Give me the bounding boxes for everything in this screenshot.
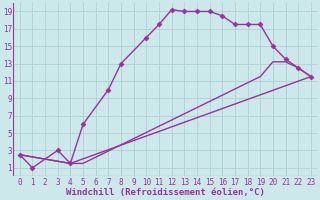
X-axis label: Windchill (Refroidissement éolien,°C): Windchill (Refroidissement éolien,°C) — [66, 188, 265, 197]
